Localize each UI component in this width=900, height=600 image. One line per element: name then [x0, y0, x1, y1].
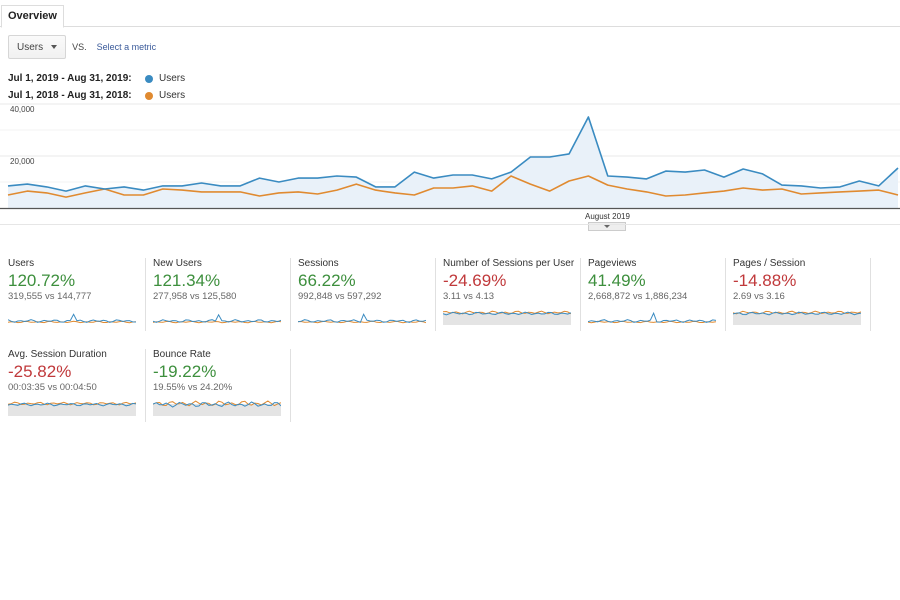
- legend-metric: Users: [159, 73, 186, 84]
- divider: [290, 349, 291, 422]
- scorecard-change: -25.82%: [8, 362, 72, 381]
- scorecard-comparison: 3.11 vs 4.13: [443, 291, 495, 302]
- scorecard[interactable]: Avg. Session Duration -25.82% 00:03:35 vs …: [8, 349, 146, 422]
- metric-dropdown[interactable]: Users: [8, 35, 67, 59]
- sparkline: [588, 311, 716, 324]
- legend-dot-icon: [145, 74, 153, 83]
- divider: [435, 258, 436, 331]
- scorecard[interactable]: Users 120.72% 319,555 vs 144,777: [8, 258, 146, 331]
- metric-dropdown-label: Users: [17, 41, 44, 53]
- chevron-down-icon: [51, 45, 58, 49]
- metric-selector-row: Users VS. Select a metric: [8, 35, 156, 59]
- scorecard[interactable]: Bounce Rate -19.22% 19.55% vs 24.20%: [153, 349, 291, 422]
- vs-label: VS.: [72, 42, 87, 52]
- y-tick-label: 20,000: [10, 157, 35, 166]
- scorecard-comparison: 2,668,872 vs 1,886,234: [588, 291, 688, 302]
- scorecard-change: -19.22%: [153, 362, 217, 381]
- scorecard[interactable]: New Users 121.34% 277,958 vs 125,580: [153, 258, 291, 331]
- scorecard[interactable]: Pageviews 41.49% 2,668,872 vs 1,886,234: [588, 258, 726, 331]
- users-line-chart[interactable]: 40,000 20,000 August 2019: [0, 102, 900, 232]
- scorecard[interactable]: Pages / Session -14.88% 2.69 vs 3.16: [733, 258, 871, 331]
- sparkline: [443, 310, 571, 325]
- divider: [870, 258, 871, 331]
- legend-date-range: Jul 1, 2018 - Aug 31, 2018:: [8, 90, 132, 101]
- scorecard-change: -24.69%: [443, 271, 507, 290]
- scorecard-change: 120.72%: [8, 271, 76, 290]
- scorecard-comparison: 992,848 vs 597,292: [298, 291, 382, 302]
- scorecard-title: New Users: [153, 258, 202, 269]
- divider: [580, 258, 581, 331]
- scorecard-title: Pages / Session: [733, 258, 806, 269]
- select-metric-link[interactable]: Select a metric: [96, 42, 157, 52]
- scorecard-comparison: 319,555 vs 144,777: [8, 291, 92, 302]
- scorecard-title: Bounce Rate: [153, 349, 211, 360]
- tab-overview[interactable]: Overview: [1, 5, 64, 28]
- sparkline: [733, 310, 861, 325]
- scorecard-title: Pageviews: [588, 258, 637, 269]
- sparkline: [8, 401, 136, 416]
- legend-item-current: Jul 1, 2019 - Aug 31, 2019: Users: [8, 70, 185, 87]
- scorecard-change: 121.34%: [153, 271, 221, 290]
- x-tick-label: August 2019: [585, 212, 630, 221]
- y-tick-label: 40,000: [10, 105, 35, 114]
- chart-plot: [0, 103, 900, 210]
- sparkline: [8, 313, 136, 324]
- sparkline: [153, 400, 281, 416]
- chart-expand-handle[interactable]: [588, 222, 626, 231]
- scorecard-title: Avg. Session Duration: [8, 349, 107, 360]
- divider: [290, 258, 291, 331]
- divider: [145, 349, 146, 422]
- scorecard-title: Sessions: [298, 258, 339, 269]
- legend-metric: Users: [159, 90, 186, 101]
- divider: [145, 258, 146, 331]
- divider: [725, 258, 726, 331]
- scorecard[interactable]: Number of Sessions per User -24.69% 3.11 v…: [443, 258, 581, 331]
- legend-date-range: Jul 1, 2019 - Aug 31, 2019:: [8, 73, 132, 84]
- scorecard-change: -14.88%: [733, 271, 797, 290]
- chevron-down-icon: [604, 225, 610, 228]
- sparkline: [153, 313, 281, 324]
- scorecard-title: Users: [8, 258, 35, 269]
- scorecard-change: 41.49%: [588, 271, 646, 290]
- scorecard-title: Number of Sessions per User: [443, 258, 575, 269]
- tab-bar: Overview: [0, 0, 900, 28]
- scorecard-comparison: 2.69 vs 3.16: [733, 291, 785, 302]
- legend-item-previous: Jul 1, 2018 - Aug 31, 2018: Users: [8, 87, 185, 104]
- scorecard[interactable]: Sessions 66.22% 992,848 vs 597,292: [298, 258, 436, 331]
- chart-legend: Jul 1, 2019 - Aug 31, 2019: Users Jul 1,…: [8, 70, 185, 104]
- scorecard-comparison: 19.55% vs 24.20%: [153, 382, 233, 393]
- scorecard-comparison: 277,958 vs 125,580: [153, 291, 237, 302]
- legend-dot-icon: [145, 91, 153, 100]
- sparkline: [298, 313, 426, 324]
- divider: [0, 224, 900, 225]
- scorecard-comparison: 00:03:35 vs 00:04:50: [8, 382, 97, 393]
- scorecard-change: 66.22%: [298, 271, 356, 290]
